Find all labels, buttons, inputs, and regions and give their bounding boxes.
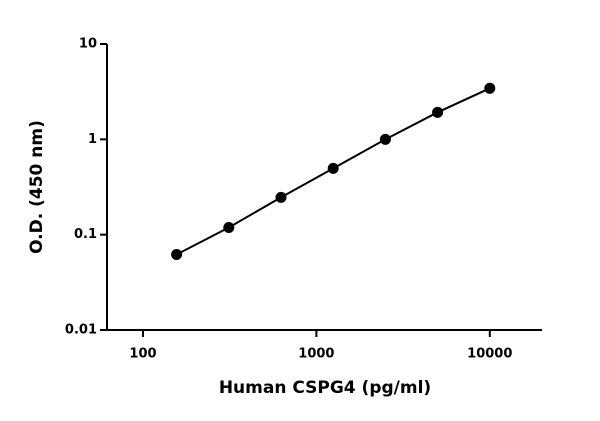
point: [171, 248, 183, 260]
y-tick-label: 10: [79, 37, 97, 52]
point: [275, 191, 287, 203]
x-tick-label: 10000: [467, 347, 512, 362]
point: [379, 133, 391, 145]
x-tick-label: 1000: [298, 347, 334, 362]
x-tick-label: 100: [129, 347, 156, 362]
x-axis-title: Human CSPG4 (pg/ml): [219, 378, 431, 398]
point: [223, 221, 235, 233]
point: [432, 106, 444, 118]
y-tick-label: 1: [88, 132, 97, 147]
y-tick-label: 0.1: [74, 227, 97, 242]
point: [327, 162, 339, 174]
y-tick-label: 0.01: [65, 323, 97, 338]
y-axis-title: O.D. (450 nm): [27, 120, 47, 254]
point: [484, 82, 496, 94]
